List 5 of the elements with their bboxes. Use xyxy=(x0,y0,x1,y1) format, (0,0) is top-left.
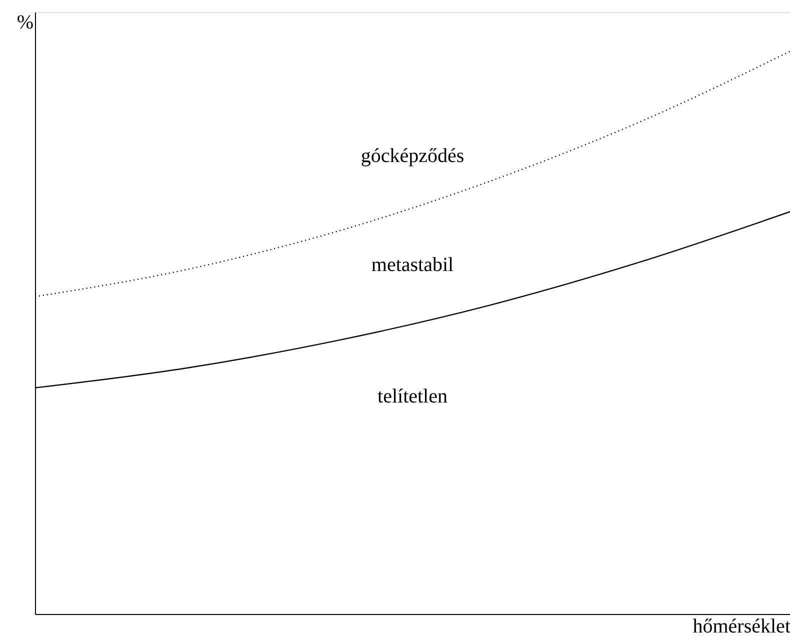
x-axis-title: hőmérséklet xyxy=(692,616,790,638)
annotation: gócképződés xyxy=(360,145,464,168)
annotation: metastabil xyxy=(371,254,454,276)
y-axis-title: % xyxy=(16,12,34,34)
annotation: telítetlen xyxy=(378,385,448,408)
